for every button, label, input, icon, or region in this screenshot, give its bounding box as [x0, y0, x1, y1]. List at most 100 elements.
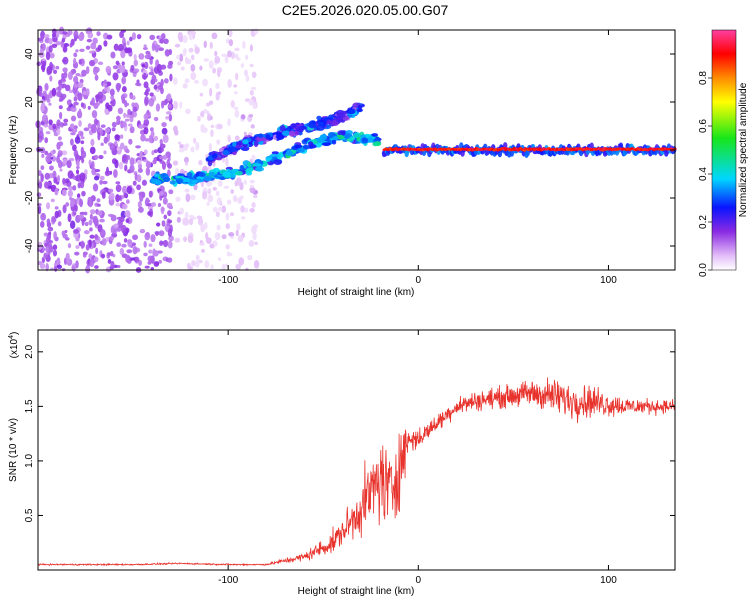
spectrogram-cell: [61, 37, 66, 43]
spectrogram-cell: [38, 205, 42, 215]
spectrogram-cell: [137, 168, 143, 174]
spectrogram-cell: [161, 127, 168, 135]
spectrogram-cell: [40, 34, 44, 41]
spectrogram-cell: [137, 206, 144, 213]
spectrogram-cell: [218, 206, 223, 212]
spectrogram-cell: [150, 68, 154, 73]
spectrogram-cell: [96, 198, 101, 203]
spectrogram-cell: [58, 141, 64, 147]
y-tick-label: 20: [24, 96, 35, 108]
spectrogram-cell: [57, 136, 62, 141]
spectrogram-cell: [119, 30, 125, 39]
spectrogram-cell: [135, 82, 141, 87]
spectrogram-cell: [207, 194, 214, 203]
spectrogram-cell: [146, 202, 153, 207]
snr-xlabel: Height of straight line (km): [298, 586, 415, 597]
spectrogram-cell: [74, 204, 78, 212]
spectrogram-cell: [55, 40, 61, 46]
spectrogram-cell: [176, 216, 181, 223]
spectrogram-cell: [62, 177, 66, 185]
spectrogram-cell: [87, 123, 92, 129]
spectrogram-cell: [61, 83, 67, 89]
spectrogram-cell: [172, 160, 179, 166]
y-tick-label: 1.0: [24, 454, 35, 468]
spectrogram-cell: [279, 125, 286, 132]
spectrogram-cell: [77, 82, 84, 89]
spectrogram-cell: [45, 235, 51, 244]
spectrogram-cell: [43, 34, 50, 39]
spectrogram-cell: [302, 144, 310, 150]
spectrogram-cell: [54, 210, 60, 219]
spectrogram-cell: [159, 143, 166, 149]
spectrogram-cell: [199, 92, 204, 97]
spectrogram-cell: [249, 207, 255, 213]
spectrogram-cell: [225, 212, 230, 221]
spectrogram-cell: [208, 100, 214, 106]
spectrogram-cell: [95, 247, 99, 255]
spectrogram-cell: [88, 253, 93, 260]
spectrogram-cell: [197, 115, 201, 122]
spectrogram-cell: [92, 66, 98, 76]
spectrogram-cell: [97, 210, 103, 216]
spectrogram-cell: [183, 236, 187, 243]
spectrogram-cell: [197, 217, 204, 226]
spectrogram-cell: [245, 168, 253, 174]
spectrogram-cell: [179, 53, 184, 62]
spectrogram-cell: [249, 186, 256, 194]
spectrogram-cell: [209, 87, 213, 97]
spectrogram-cell: [206, 201, 210, 206]
spectrogram-cell: [168, 103, 172, 109]
spectrogram-cell: [44, 150, 49, 156]
spectrogram-cell: [139, 193, 144, 202]
spectrogram-cell: [151, 150, 155, 156]
spectrogram-cell: [67, 213, 72, 223]
spectrogram-cell: [132, 106, 138, 113]
spectrogram-cell: [51, 87, 57, 97]
spectrogram-cell: [46, 65, 53, 75]
spectrogram-cell: [195, 141, 200, 151]
spectrogram-cell: [76, 159, 80, 168]
snr-panel: -100 0 100 0.5 1.0 1.5 2.0 Height of straight …: [8, 329, 676, 597]
spectrogram-cell: [174, 237, 181, 243]
spectrogram-cell: [253, 260, 260, 269]
spectrogram-cell: [167, 163, 173, 169]
spectrogram-cell: [214, 50, 218, 57]
spectrogram-cell: [126, 40, 130, 46]
spectrogram-cell: [179, 207, 185, 215]
spectrogram-cell: [221, 205, 227, 213]
spectrogram-cell: [175, 177, 184, 184]
spectrogram-cell: [184, 78, 190, 84]
spectrogram-cell: [138, 124, 144, 129]
y-tick-label: 0.5: [24, 508, 35, 522]
spectrogram-cell: [188, 218, 194, 226]
spectrogram-cell: [63, 71, 68, 79]
spectrogram-cell: [245, 74, 250, 82]
spectrogram-cell: [95, 237, 99, 241]
spectrogram-cell: [62, 204, 67, 214]
spectrogram-cell: [155, 180, 162, 186]
spectrogram-cell: [154, 78, 158, 83]
spectrogram-cell: [67, 170, 74, 179]
spectrogram-cell: [93, 118, 98, 126]
spectrogram-cell: [62, 67, 68, 73]
spectrogram-cell: [206, 113, 211, 121]
spectrogram-cell: [61, 93, 67, 99]
spectrogram-cell: [196, 215, 203, 220]
spectrogram-cell: [162, 197, 168, 205]
spectrogram-cell: [237, 235, 244, 243]
spectrogram-cell: [132, 180, 137, 186]
spectrogram-cell: [53, 69, 58, 74]
spectrogram-cell: [136, 34, 142, 40]
spectrogram-cell: [207, 160, 213, 167]
colorbar-tick-label: 0.0: [698, 263, 709, 277]
spectrogram-cell: [125, 199, 130, 204]
spectrogram-cell: [69, 42, 73, 48]
spectrogram-cell: [121, 76, 127, 85]
spectrogram-cell: [235, 177, 242, 186]
spectrogram-cell: [158, 259, 163, 264]
spectrogram-cell: [109, 100, 115, 105]
spectrogram-cell: [120, 49, 126, 59]
spectrogram-cell: [115, 82, 121, 91]
spectrogram-cell: [160, 64, 167, 70]
